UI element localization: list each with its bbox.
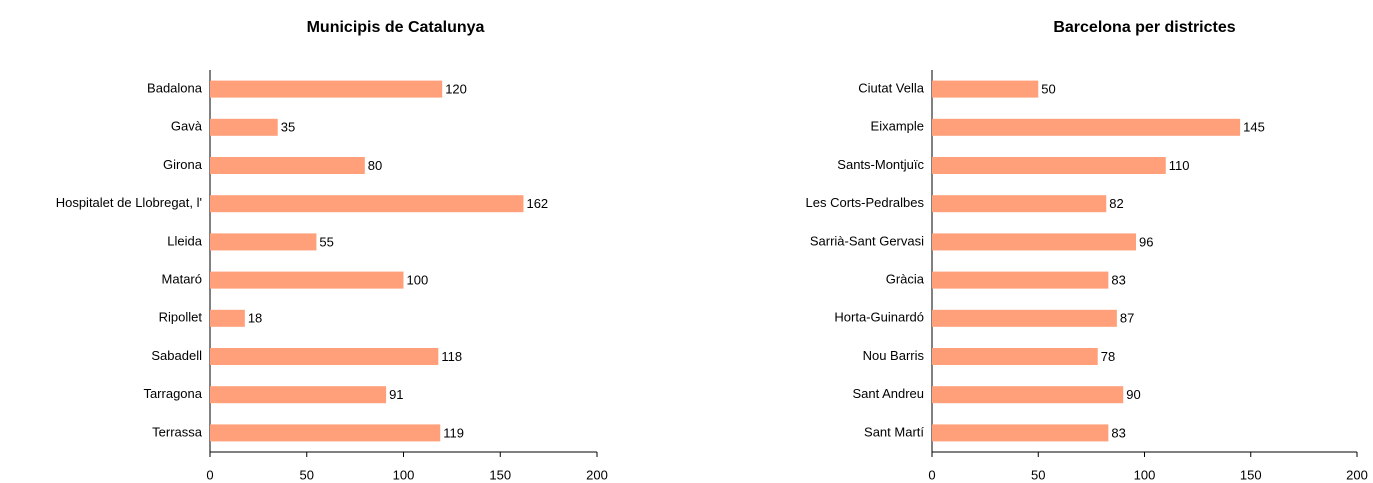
- y-tick-label: Sabadell: [151, 348, 202, 363]
- bar: [932, 424, 1109, 442]
- x-tick-label: 0: [206, 467, 213, 482]
- data-label: 50: [1041, 82, 1055, 97]
- x-tick-label: 200: [586, 467, 608, 482]
- x-tick-label: 50: [1031, 467, 1045, 482]
- x-tick-label: 150: [489, 467, 511, 482]
- data-label: 83: [1111, 425, 1125, 440]
- y-tick-label: Terrassa: [152, 424, 203, 439]
- bar: [932, 118, 1241, 136]
- bar: [932, 233, 1136, 251]
- y-tick-label: Nou Barris: [863, 348, 925, 363]
- x-tick-label: 200: [1346, 467, 1368, 482]
- data-label: 55: [319, 234, 333, 249]
- y-tick-label: Gràcia: [886, 272, 925, 287]
- data-label: 145: [1243, 120, 1265, 135]
- bar: [210, 424, 441, 442]
- bar: [210, 157, 365, 174]
- data-label: 87: [1120, 311, 1134, 326]
- y-tick-label: Sant Martí: [864, 424, 924, 439]
- y-tick-label: Les Corts-Pedralbes: [806, 195, 925, 210]
- y-tick-label: Badalona: [147, 81, 203, 96]
- data-label: 90: [1126, 387, 1140, 402]
- data-label: 78: [1101, 349, 1115, 364]
- y-tick-label: Ciutat Vella: [858, 81, 925, 96]
- bar: [210, 118, 278, 136]
- y-tick-label: Tarragona: [143, 386, 202, 401]
- x-tick-label: 50: [300, 467, 314, 482]
- bar: [210, 386, 387, 404]
- y-tick-label: Hospitalet de Llobregat, l': [56, 195, 202, 210]
- y-tick-label: Eixample: [871, 119, 924, 134]
- x-tick-label: 100: [1134, 467, 1156, 482]
- y-tick-label: Lleida: [167, 233, 202, 248]
- bar: [932, 157, 1166, 174]
- bar: [932, 271, 1109, 289]
- data-label: 119: [443, 425, 464, 440]
- y-tick-label: Sants-Montjuïc: [837, 157, 924, 172]
- bar: [210, 348, 439, 365]
- bar: [210, 80, 443, 98]
- y-tick-label: Mataró: [162, 272, 202, 287]
- y-tick-label: Girona: [163, 157, 203, 172]
- x-tick-label: 100: [393, 467, 415, 482]
- x-tick-label: 150: [1240, 467, 1262, 482]
- data-label: 96: [1139, 234, 1153, 249]
- data-label: 162: [526, 196, 548, 211]
- y-tick-label: Gavà: [171, 119, 203, 134]
- bar: [932, 386, 1124, 404]
- y-tick-label: Sant Andreu: [852, 386, 924, 401]
- chart-title: Barcelona per districtes: [1053, 19, 1235, 36]
- data-label: 118: [441, 349, 462, 364]
- data-label: 120: [445, 82, 467, 97]
- bar: [210, 195, 524, 213]
- data-label: 91: [389, 387, 403, 402]
- data-label: 82: [1109, 196, 1123, 211]
- bar: [210, 233, 317, 251]
- y-tick-label: Horta-Guinardó: [834, 310, 924, 325]
- data-label: 100: [407, 273, 429, 288]
- x-tick-label: 0: [928, 467, 935, 482]
- data-label: 83: [1111, 273, 1125, 288]
- data-label: 35: [281, 120, 295, 135]
- bar: [932, 195, 1107, 213]
- chart-title: Municipis de Catalunya: [307, 19, 485, 36]
- bar: [932, 80, 1039, 98]
- data-label: 80: [368, 158, 382, 173]
- bar: [210, 271, 404, 289]
- data-label: 110: [1169, 158, 1190, 173]
- bar: [932, 348, 1098, 365]
- y-tick-label: Sarrià-Sant Gervasi: [810, 233, 924, 248]
- y-tick-label: Ripollet: [159, 310, 203, 325]
- bar: [932, 309, 1117, 327]
- bar: [210, 309, 245, 327]
- data-label: 18: [248, 311, 262, 326]
